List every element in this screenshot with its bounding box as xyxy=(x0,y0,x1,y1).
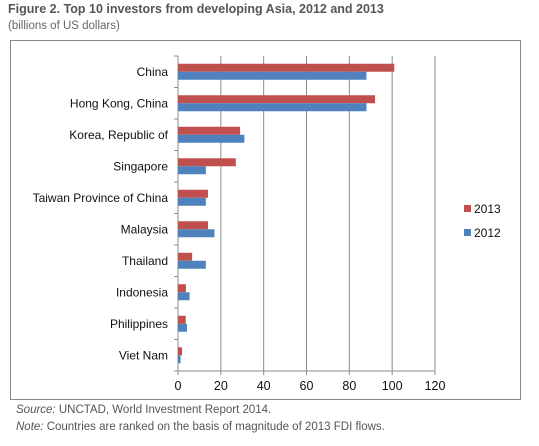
x-tick-label-0: 0 xyxy=(175,379,182,393)
bar-2012-viet-nam xyxy=(178,355,181,364)
x-tick-label-40: 40 xyxy=(257,379,271,393)
bar-2013-hong-kong-china xyxy=(178,95,376,104)
x-tick-label-60: 60 xyxy=(300,379,314,393)
category-label-korea-republic-of: Korea, Republic of xyxy=(69,128,168,142)
bar-2012-thailand xyxy=(178,260,206,269)
category-label-china: China xyxy=(137,65,169,79)
legend-swatch-2013 xyxy=(464,205,471,212)
bar-2013-malaysia xyxy=(178,221,208,230)
source-text: UNCTAD, World Investment Report 2014. xyxy=(55,404,272,416)
source-label: Source: xyxy=(16,404,56,416)
note-label: Note: xyxy=(16,421,44,433)
category-label-viet-nam: Viet Nam xyxy=(119,348,168,362)
bar-2013-thailand xyxy=(178,252,193,261)
bar-2013-korea-republic-of xyxy=(178,126,241,135)
category-label-thailand: Thailand xyxy=(122,254,168,268)
category-label-malaysia: Malaysia xyxy=(121,222,169,236)
x-tick-label-100: 100 xyxy=(382,379,403,393)
category-label-hong-kong-china: Hong Kong, China xyxy=(70,96,168,110)
bar-2013-singapore xyxy=(178,158,236,167)
x-tick-label-20: 20 xyxy=(214,379,228,393)
bar-2012-philippines xyxy=(178,323,187,332)
figure-title: Figure 2. Top 10 investors from developi… xyxy=(8,2,384,16)
bar-2012-korea-republic-of xyxy=(178,134,245,143)
category-label-philippines: Philippines xyxy=(110,317,168,331)
legend-swatch-2012 xyxy=(464,229,471,236)
bar-chart: China Hong Kong, China Korea, Republic of S… xyxy=(33,55,501,393)
x-tick-label-80: 80 xyxy=(342,379,356,393)
bar-2012-malaysia xyxy=(178,229,215,238)
ranking-note: Note: Countries are ranked on the basis … xyxy=(16,421,385,433)
category-label-singapore: Singapore xyxy=(113,159,168,173)
source-note: Source: UNCTAD, World Investment Report … xyxy=(16,404,271,416)
legend-label-2012: 2012 xyxy=(474,226,501,240)
category-label-indonesia: Indonesia xyxy=(116,285,168,299)
category-label-taiwan-province-of-china: Taiwan Province of China xyxy=(33,191,169,205)
figure-subtitle: (billions of US dollars) xyxy=(8,20,120,32)
bar-2012-china xyxy=(178,71,367,80)
bar-2012-singapore xyxy=(178,166,206,175)
bar-2012-indonesia xyxy=(178,292,190,301)
bar-2012-hong-kong-china xyxy=(178,103,367,112)
bar-2013-china xyxy=(178,63,395,72)
bar-2013-viet-nam xyxy=(178,347,183,356)
chart-frame: China Hong Kong, China Korea, Republic of S… xyxy=(10,40,521,400)
bar-2013-taiwan-province-of-china xyxy=(178,189,208,198)
bar-2013-philippines xyxy=(178,315,186,324)
note-text: Countries are ranked on the basis of mag… xyxy=(43,421,385,433)
bar-2013-indonesia xyxy=(178,284,186,293)
x-tick-label-120: 120 xyxy=(425,379,446,393)
bar-2012-taiwan-province-of-china xyxy=(178,197,206,206)
legend-label-2013: 2013 xyxy=(474,202,501,216)
